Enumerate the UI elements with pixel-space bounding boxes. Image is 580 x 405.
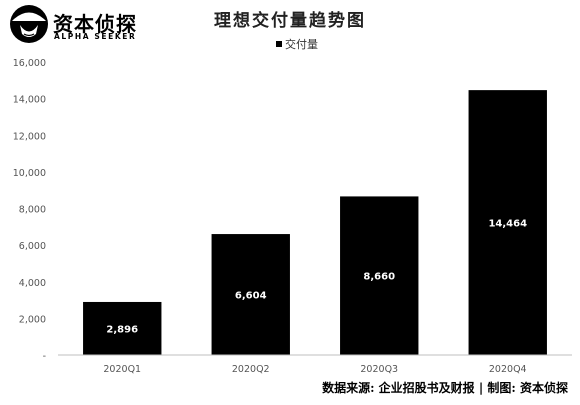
- legend-label: 交付量: [285, 37, 318, 51]
- x-axis: 2020Q1 2020Q2 2020Q3 2020Q4: [58, 354, 572, 375]
- legend-swatch: [276, 41, 282, 47]
- y-tick-label: 12,000: [13, 131, 46, 142]
- bar-2020q1: [83, 301, 162, 355]
- bar-value-label: 14,464: [488, 219, 527, 230]
- y-tick-label: 14,000: [13, 95, 46, 106]
- y-tick-label: 16,000: [13, 58, 46, 69]
- chart-title: 理想交付量趋势图: [214, 11, 366, 31]
- brand-logo: 资本侦探 ALPHA SEEKER: [8, 4, 168, 44]
- y-tick-label: -: [43, 351, 46, 362]
- bar-2020q4: [468, 90, 547, 356]
- x-tick-label: 2020Q2: [232, 364, 270, 375]
- y-tick-label: 10,000: [13, 168, 46, 179]
- x-tick-label: 2020Q1: [103, 364, 141, 375]
- y-tick-label: 4,000: [19, 278, 46, 289]
- y-tick-label: 8,000: [19, 205, 46, 216]
- bar-value-label: 8,660: [363, 272, 395, 283]
- brand-name-cn: 资本侦探: [53, 12, 137, 36]
- y-tick-label: 6,000: [19, 241, 46, 252]
- bar-2020q2: [211, 234, 290, 355]
- y-tick-label: 2,000: [19, 314, 46, 325]
- detective-logo-icon: [10, 5, 48, 43]
- brand-name-en: ALPHA SEEKER: [54, 32, 137, 41]
- y-axis: - 2,000 4,000 6,000 8,000 10,000 12,000 14,000 1…: [13, 58, 46, 362]
- bar-value-label: 6,604: [235, 291, 267, 302]
- bar-value-label: 2,896: [106, 324, 138, 335]
- source-note: 数据来源: 企业招股书及财报 | 制图: 资本侦探: [322, 381, 568, 395]
- bars: 2,896 6,604 8,660 14,464: [83, 90, 547, 356]
- legend: 交付量: [276, 37, 318, 51]
- bar-2020q3: [340, 196, 419, 355]
- x-tick-label: 2020Q4: [489, 364, 527, 375]
- x-tick-label: 2020Q3: [360, 364, 398, 375]
